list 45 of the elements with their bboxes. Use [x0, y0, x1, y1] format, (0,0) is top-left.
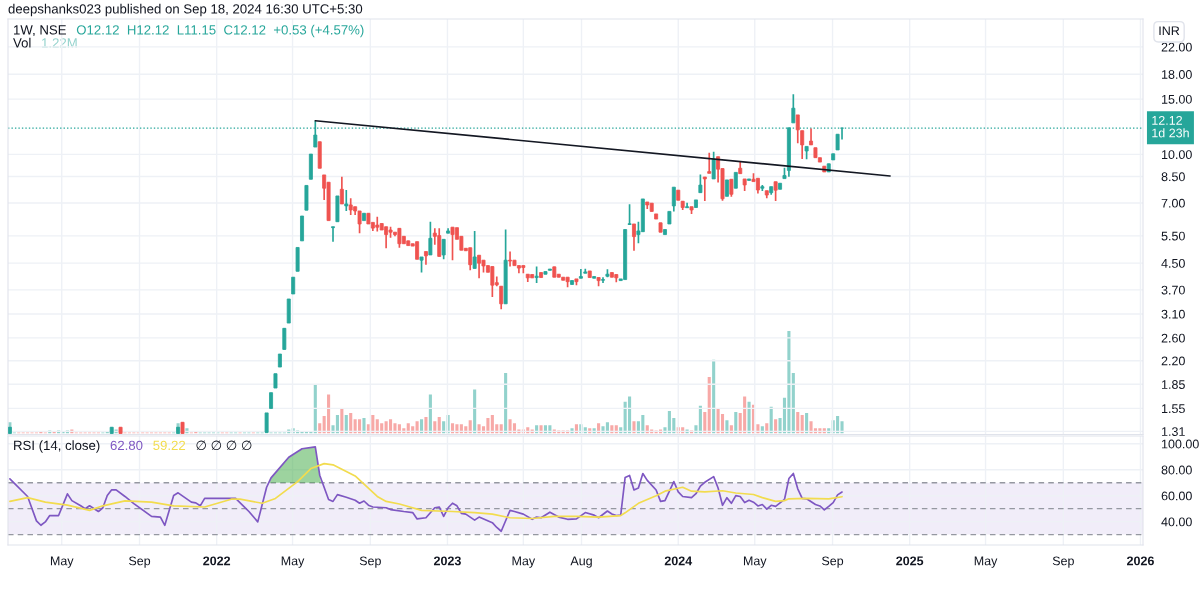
x-tick-label: 2024	[664, 556, 693, 566]
annotation: 62.80	[110, 440, 143, 451]
x-tick-label: Aug	[570, 556, 592, 568]
x-tick-label: Sep	[1052, 556, 1074, 568]
x-tick-label: Sep	[128, 556, 151, 568]
y-tick-label: 2.60	[1161, 333, 1185, 343]
x-tick-label: 2025	[896, 556, 924, 566]
y-axis-title: INR	[1159, 26, 1180, 35]
y-tick-label: 60.00	[1161, 491, 1192, 501]
chart-subtitle: O12.12 H12.12 L11.15 C12.12 +0.53 (+4.57%)	[76, 24, 364, 38]
annotation: ∅ ∅ ∅ ∅	[196, 440, 252, 451]
x-tick-label: May	[50, 556, 74, 568]
y-tick-label: 1.31	[1162, 427, 1185, 436]
y-tick-label: 15.00	[1162, 94, 1192, 104]
x-tick-label: 2026	[1127, 556, 1154, 566]
y-tick-label: 4.50	[1161, 258, 1185, 268]
y-tick-label: 1.55	[1162, 404, 1185, 414]
x-tick-label: Sep	[821, 556, 844, 568]
y-tick-label: 1.85	[1162, 380, 1185, 389]
y-tick-label: 3.70	[1161, 285, 1185, 295]
y-tick-label: 40.00	[1161, 517, 1192, 527]
y-tick-label: 22.00	[1161, 42, 1192, 52]
chart-title: RSI (14, close)	[14, 440, 100, 453]
ref-line-label: 12.12 1d 23h	[1152, 115, 1189, 138]
chart-title: Vol	[13, 37, 31, 48]
x-tick-label: 2023	[433, 556, 461, 566]
annotation: 1.22M	[42, 38, 77, 48]
y-tick-label: 2.20	[1161, 356, 1185, 366]
y-tick-label: 80.00	[1161, 465, 1192, 475]
y-tick-label: 3.10	[1161, 309, 1185, 319]
y-tick-label: 100.00	[1162, 439, 1199, 449]
chart-title: 1W, NSE	[14, 25, 66, 37]
x-tick-label: May	[743, 556, 767, 568]
x-tick-label: May	[281, 556, 305, 568]
y-tick-label: 10.00	[1162, 150, 1192, 160]
annotation: 59.22	[153, 440, 186, 451]
y-tick-label: 5.50	[1161, 231, 1185, 241]
text: deepshanks023 published on Sep 18, 2024 16:30 UTC+5:30	[8, 3, 363, 17]
y-tick-label: 8.50	[1161, 172, 1185, 182]
x-tick-label: May	[974, 556, 998, 568]
y-tick-label: 7.00	[1161, 198, 1185, 208]
x-tick-label: 2022	[203, 556, 231, 566]
x-tick-label: May	[512, 556, 536, 568]
x-tick-label: Sep	[359, 556, 381, 568]
y-tick-label: 18.00	[1162, 70, 1192, 79]
